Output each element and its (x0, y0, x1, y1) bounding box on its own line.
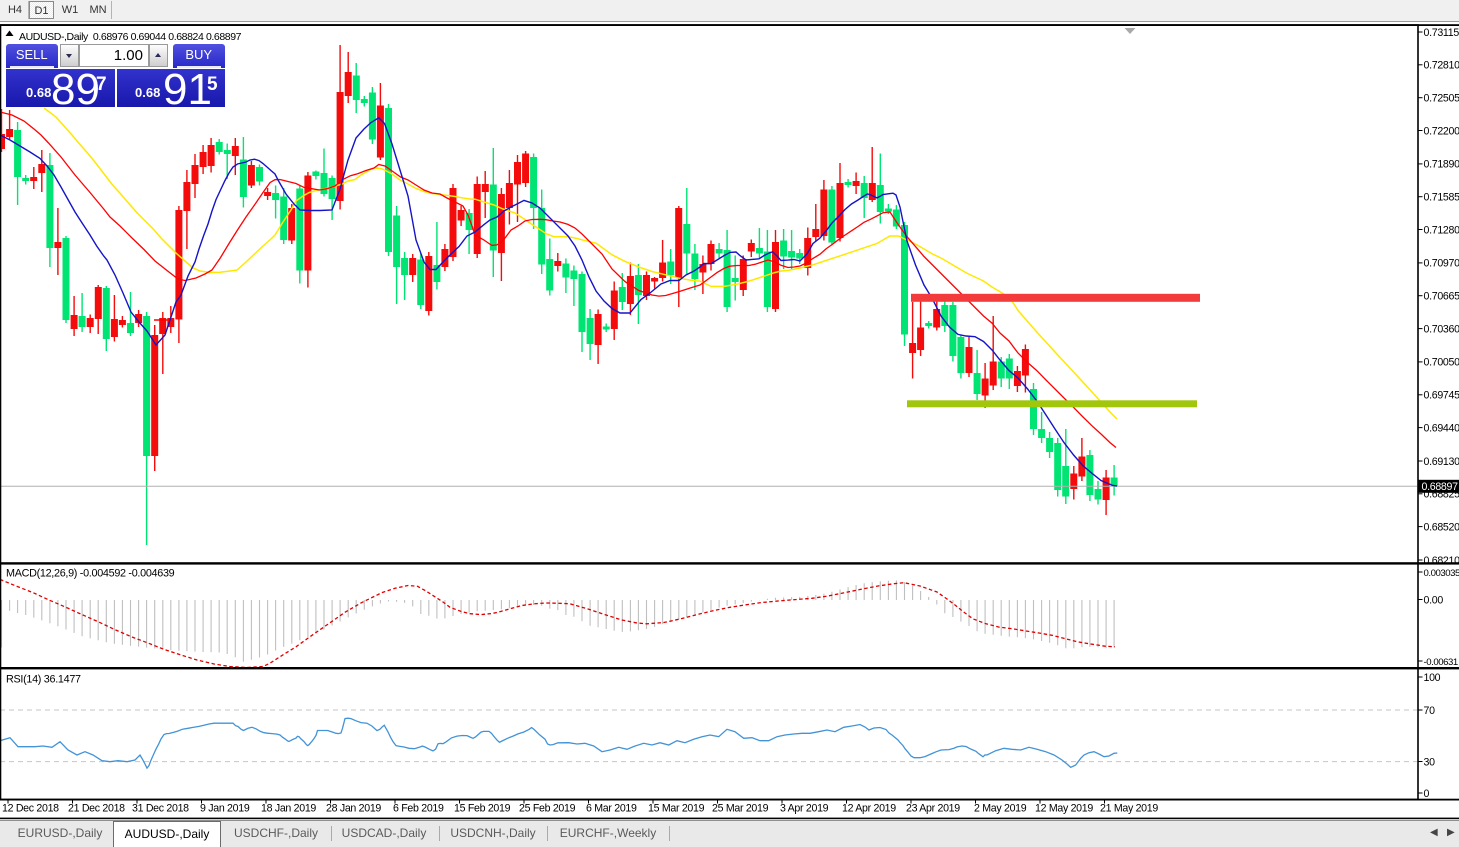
svg-text:6 Feb 2019: 6 Feb 2019 (393, 803, 444, 815)
svg-text:28 Jan 2019: 28 Jan 2019 (326, 803, 381, 815)
svg-text:0.71280: 0.71280 (1424, 224, 1459, 236)
svg-text:0.68210: 0.68210 (1424, 555, 1459, 567)
svg-text:0.69745: 0.69745 (1424, 390, 1459, 402)
svg-text:0.72810: 0.72810 (1424, 60, 1459, 72)
svg-text:0.00: 0.00 (1424, 594, 1444, 606)
svg-text:0.72200: 0.72200 (1424, 125, 1459, 137)
svg-text:3 Apr 2019: 3 Apr 2019 (780, 803, 829, 815)
svg-text:0.72505: 0.72505 (1424, 93, 1459, 105)
svg-text:21 Dec 2018: 21 Dec 2018 (68, 803, 125, 815)
svg-text:0.70050: 0.70050 (1424, 357, 1459, 369)
svg-text:15 Mar 2019: 15 Mar 2019 (648, 803, 705, 815)
svg-text:0.68520: 0.68520 (1424, 521, 1459, 533)
svg-text:0.69440: 0.69440 (1424, 422, 1459, 434)
svg-text:25 Feb 2019: 25 Feb 2019 (519, 803, 576, 815)
svg-text:AUDUSD-,Daily 0.68976 0.69044: AUDUSD-,Daily 0.68976 0.69044 0.68824 0.… (19, 31, 242, 43)
svg-text:0.70665: 0.70665 (1424, 291, 1459, 303)
svg-text:0.70970: 0.70970 (1424, 258, 1459, 270)
svg-text:0: 0 (1424, 788, 1430, 800)
svg-text:18 Jan 2019: 18 Jan 2019 (261, 803, 316, 815)
svg-text:0.73115: 0.73115 (1424, 27, 1459, 39)
svg-text:MACD(12,26,9) -0.004592 -0.004: MACD(12,26,9) -0.004592 -0.004639 (6, 568, 175, 580)
svg-text:30: 30 (1424, 756, 1436, 768)
svg-text:12 Dec 2018: 12 Dec 2018 (2, 803, 59, 815)
svg-text:2 May 2019: 2 May 2019 (974, 803, 1027, 815)
svg-text:23 Apr 2019: 23 Apr 2019 (906, 803, 960, 815)
svg-text:0.69130: 0.69130 (1424, 456, 1459, 468)
svg-text:0.71890: 0.71890 (1424, 159, 1459, 171)
svg-text:9 Jan 2019: 9 Jan 2019 (200, 803, 250, 815)
svg-text:0.71585: 0.71585 (1424, 192, 1459, 204)
svg-text:12 Apr 2019: 12 Apr 2019 (842, 803, 896, 815)
svg-text:0.70360: 0.70360 (1424, 323, 1459, 335)
svg-text:100: 100 (1424, 672, 1441, 684)
svg-text:21 May 2019: 21 May 2019 (1100, 803, 1158, 815)
svg-text:12 May 2019: 12 May 2019 (1035, 803, 1093, 815)
svg-text:6 Mar 2019: 6 Mar 2019 (586, 803, 637, 815)
svg-text:70: 70 (1424, 705, 1436, 717)
svg-text:15 Feb 2019: 15 Feb 2019 (454, 803, 511, 815)
svg-text:31 Dec 2018: 31 Dec 2018 (132, 803, 189, 815)
svg-text:0.003035: 0.003035 (1424, 568, 1459, 579)
svg-text:25 Mar 2019: 25 Mar 2019 (712, 803, 769, 815)
svg-text:-0.00631: -0.00631 (1424, 657, 1458, 668)
svg-text:RSI(14) 36.1477: RSI(14) 36.1477 (6, 674, 81, 686)
svg-text:0.68897: 0.68897 (1422, 481, 1459, 493)
